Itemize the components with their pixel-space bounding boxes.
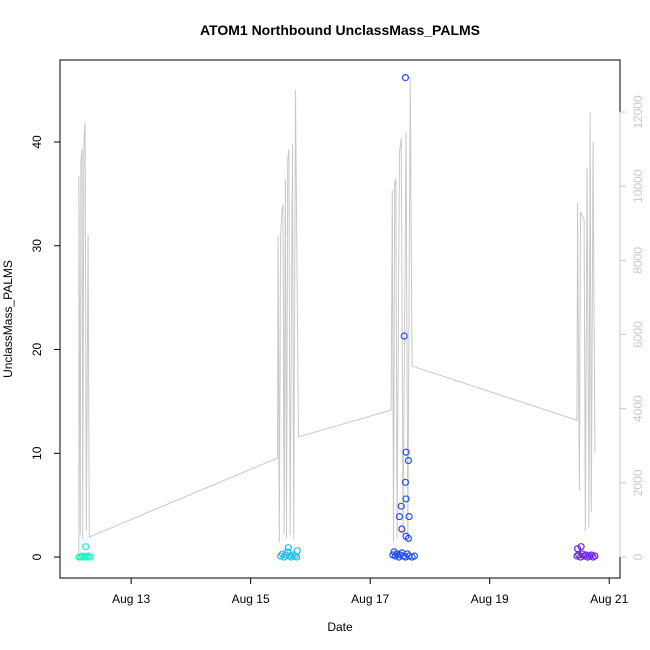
point bbox=[573, 545, 582, 553]
point bbox=[578, 550, 586, 558]
point bbox=[398, 525, 406, 533]
point bbox=[82, 543, 90, 551]
y-tick-label: 30 bbox=[30, 239, 44, 253]
point bbox=[582, 551, 590, 559]
point bbox=[401, 478, 410, 486]
point bbox=[395, 512, 404, 521]
point bbox=[284, 548, 292, 556]
x-axis-label: Date bbox=[327, 620, 353, 634]
y2-tick-label: 6000 bbox=[631, 321, 645, 348]
y-axis-label: UnclassMass_PALMS bbox=[1, 260, 15, 378]
x-tick-label: Aug 19 bbox=[471, 592, 509, 606]
chart-title: ATOM1 Northbound UnclassMass_PALMS bbox=[200, 22, 480, 38]
y2-tick-label: 10000 bbox=[631, 169, 645, 203]
point bbox=[410, 552, 419, 560]
point bbox=[400, 332, 408, 340]
y2-tick-label: 0 bbox=[631, 553, 645, 560]
point bbox=[587, 551, 595, 559]
point bbox=[284, 544, 292, 552]
plot-frame bbox=[59, 59, 621, 579]
y2-tick-label: 2000 bbox=[631, 469, 645, 496]
point bbox=[402, 495, 410, 503]
point bbox=[391, 552, 399, 560]
x-tick-label: Aug 17 bbox=[351, 592, 389, 606]
y-tick-label: 0 bbox=[30, 553, 44, 560]
y-tick-label: 10 bbox=[30, 446, 44, 460]
y2-tick-label: 12000 bbox=[631, 95, 645, 129]
point bbox=[401, 74, 410, 82]
x-tick-label: Aug 21 bbox=[590, 592, 628, 606]
y-tick-label: 20 bbox=[30, 343, 44, 357]
y2-tick-label: 4000 bbox=[631, 395, 645, 422]
point bbox=[577, 543, 585, 551]
point bbox=[397, 502, 405, 510]
y2-tick-label: 8000 bbox=[631, 247, 645, 274]
point bbox=[287, 553, 295, 561]
point bbox=[404, 456, 413, 465]
point bbox=[405, 512, 413, 521]
point bbox=[402, 448, 410, 456]
point bbox=[293, 547, 301, 555]
y-tick-label: 40 bbox=[30, 135, 44, 149]
point bbox=[404, 534, 413, 542]
point bbox=[86, 553, 94, 561]
point bbox=[591, 552, 599, 560]
x-tick-label: Aug 15 bbox=[232, 592, 270, 606]
line-series bbox=[78, 76, 596, 558]
x-tick-label: Aug 13 bbox=[112, 592, 150, 606]
